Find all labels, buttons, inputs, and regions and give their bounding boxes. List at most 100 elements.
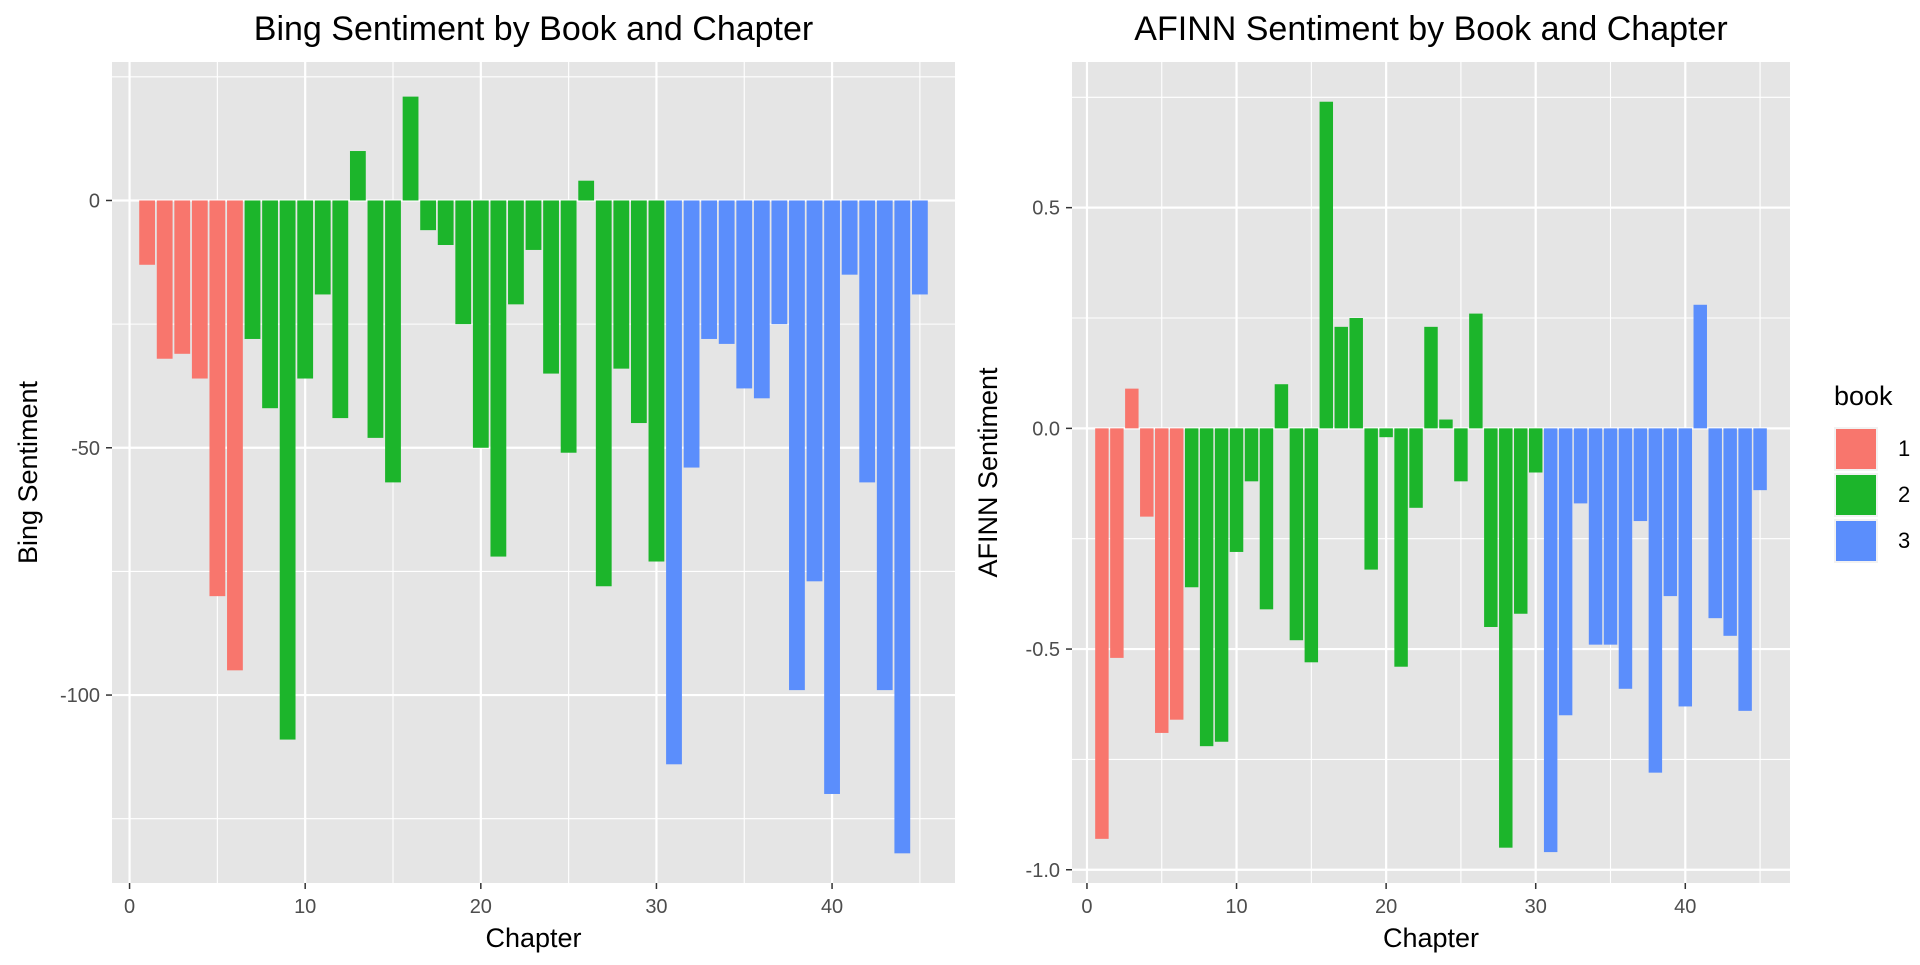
bing-bar-book-2-chapter-10 <box>297 200 314 379</box>
afinn-bar-book-2-chapter-26 <box>1469 313 1483 429</box>
afinn-bar-book-2-chapter-16 <box>1319 101 1334 429</box>
bing-bar-book-2-chapter-7 <box>244 200 261 339</box>
afinn-bar-book-2-chapter-24 <box>1439 419 1453 429</box>
bing-bar-book-3-chapter-35 <box>736 200 753 389</box>
legend-title: book <box>1834 381 1893 411</box>
bing-bar-book-3-chapter-42 <box>859 200 876 483</box>
afinn-bar-book-2-chapter-14 <box>1289 428 1304 641</box>
bing-bars <box>139 96 928 854</box>
afinn-x-tick-label: 40 <box>1674 896 1696 918</box>
afinn-bar-book-3-chapter-37 <box>1633 428 1648 522</box>
afinn-bar-book-2-chapter-23 <box>1424 326 1438 429</box>
afinn-bar-book-2-chapter-17 <box>1334 326 1348 429</box>
bing-x-tick-label: 30 <box>645 896 667 918</box>
afinn-bar-book-3-chapter-32 <box>1558 428 1573 716</box>
legend: book 1 2 3 <box>1834 381 1910 563</box>
bing-bar-book-2-chapter-29 <box>630 200 647 424</box>
bing-bar-book-2-chapter-20 <box>472 200 489 448</box>
bing-bar-book-2-chapter-30 <box>648 200 665 562</box>
bing-bar-book-1-chapter-3 <box>174 200 191 354</box>
bing-bar-book-3-chapter-36 <box>753 200 770 399</box>
bing-bar-book-3-chapter-34 <box>718 200 735 344</box>
bing-bar-book-2-chapter-11 <box>314 200 331 295</box>
bing-bar-book-2-chapter-22 <box>508 200 524 305</box>
bing-bar-book-1-chapter-4 <box>191 200 208 379</box>
afinn-x-axis-label: Chapter <box>1383 923 1479 953</box>
legend-label-book-3: 3 <box>1898 528 1910 553</box>
bing-bar-book-3-chapter-45 <box>911 200 928 295</box>
bing-bar-book-1-chapter-1 <box>139 200 156 265</box>
afinn-x-tick-label: 20 <box>1375 896 1397 918</box>
afinn-y-tick-label: -1.0 <box>1026 860 1060 882</box>
bing-x-axis-label: Chapter <box>485 923 581 953</box>
bing-bar-book-2-chapter-27 <box>595 200 612 587</box>
bing-bar-book-1-chapter-2 <box>156 200 173 359</box>
afinn-y-tick-label: 0.0 <box>1032 418 1060 440</box>
bing-y-tick-label: -100 <box>60 685 100 707</box>
afinn-bar-book-2-chapter-10 <box>1229 428 1244 552</box>
bing-bar-book-2-chapter-19 <box>455 200 472 325</box>
afinn-bar-book-2-chapter-9 <box>1214 428 1229 742</box>
afinn-bar-book-3-chapter-42 <box>1708 428 1722 619</box>
bing-bar-book-3-chapter-32 <box>683 200 700 468</box>
afinn-bar-book-2-chapter-7 <box>1184 428 1199 588</box>
afinn-y-tick-label: -0.5 <box>1026 639 1060 661</box>
legend-swatch-book-3 <box>1836 521 1876 561</box>
legend-items: 1 2 3 <box>1834 427 1910 563</box>
bing-bar-book-2-chapter-25 <box>560 200 577 453</box>
bing-bar-book-2-chapter-17 <box>420 200 437 231</box>
afinn-x-tick-label: 30 <box>1525 896 1547 918</box>
bing-bar-book-3-chapter-33 <box>701 200 718 339</box>
afinn-bar-book-3-chapter-38 <box>1648 428 1663 773</box>
afinn-bar-book-1-chapter-2 <box>1110 428 1124 658</box>
afinn-bar-book-2-chapter-13 <box>1274 384 1289 429</box>
afinn-bar-book-1-chapter-4 <box>1140 428 1154 517</box>
afinn-bar-book-2-chapter-21 <box>1394 428 1408 667</box>
afinn-bar-book-2-chapter-8 <box>1199 428 1214 747</box>
afinn-bar-book-2-chapter-20 <box>1379 428 1393 438</box>
bing-bar-book-3-chapter-38 <box>789 200 805 691</box>
afinn-axis-ticks: 0 10 20 30 40 0.5 0.0 -0.5 -1.0 <box>1026 198 1697 918</box>
afinn-bar-book-2-chapter-18 <box>1349 318 1363 429</box>
afinn-bar-book-2-chapter-29 <box>1514 428 1528 614</box>
bing-chart-title: Bing Sentiment by Book and Chapter <box>254 10 813 48</box>
afinn-bar-book-3-chapter-36 <box>1618 428 1633 689</box>
bing-bar-book-2-chapter-28 <box>613 200 630 369</box>
bing-bar-book-1-chapter-6 <box>227 200 243 671</box>
bing-bar-book-3-chapter-39 <box>806 200 823 582</box>
bing-bar-book-2-chapter-12 <box>332 200 349 419</box>
afinn-x-tick-label: 10 <box>1225 896 1247 918</box>
afinn-bar-book-3-chapter-45 <box>1753 428 1767 491</box>
afinn-bar-book-1-chapter-6 <box>1169 428 1184 720</box>
bing-bar-book-3-chapter-43 <box>876 200 893 691</box>
afinn-bar-book-3-chapter-40 <box>1678 428 1693 707</box>
bing-bar-book-3-chapter-37 <box>771 200 788 325</box>
afinn-bar-book-2-chapter-19 <box>1364 428 1378 570</box>
bing-bar-book-2-chapter-14 <box>367 200 384 438</box>
bing-bar-book-2-chapter-8 <box>262 200 278 409</box>
legend-label-book-1: 1 <box>1898 436 1910 461</box>
bing-bar-book-3-chapter-41 <box>841 200 858 275</box>
afinn-chart-panel: 0 10 20 30 40 0.5 0.0 -0.5 -1.0 AFINN Sentiment … <box>973 10 1790 953</box>
bing-bar-book-2-chapter-23 <box>525 200 542 250</box>
bing-x-tick-label: 0 <box>124 896 135 918</box>
afinn-bar-book-2-chapter-30 <box>1528 428 1543 473</box>
afinn-bar-book-1-chapter-1 <box>1095 428 1109 839</box>
bing-y-tick-label: 0 <box>89 190 100 212</box>
afinn-y-axis-label: AFINN Sentiment <box>973 367 1003 578</box>
afinn-bar-book-2-chapter-12 <box>1259 428 1274 610</box>
bing-bar-book-2-chapter-21 <box>490 200 507 557</box>
bing-bar-book-2-chapter-16 <box>402 96 419 201</box>
bing-bar-book-2-chapter-13 <box>349 151 366 201</box>
afinn-chart-title: AFINN Sentiment by Book and Chapter <box>1134 10 1727 48</box>
bing-bar-book-3-chapter-40 <box>824 200 840 794</box>
afinn-x-tick-label: 0 <box>1081 896 1092 918</box>
bing-bar-book-1-chapter-5 <box>209 200 226 597</box>
bing-bar-book-2-chapter-18 <box>437 200 454 245</box>
afinn-bar-book-2-chapter-25 <box>1454 428 1468 482</box>
bing-bar-book-2-chapter-9 <box>279 200 296 740</box>
bing-bar-book-2-chapter-15 <box>385 200 401 483</box>
afinn-bar-book-3-chapter-33 <box>1573 428 1588 504</box>
